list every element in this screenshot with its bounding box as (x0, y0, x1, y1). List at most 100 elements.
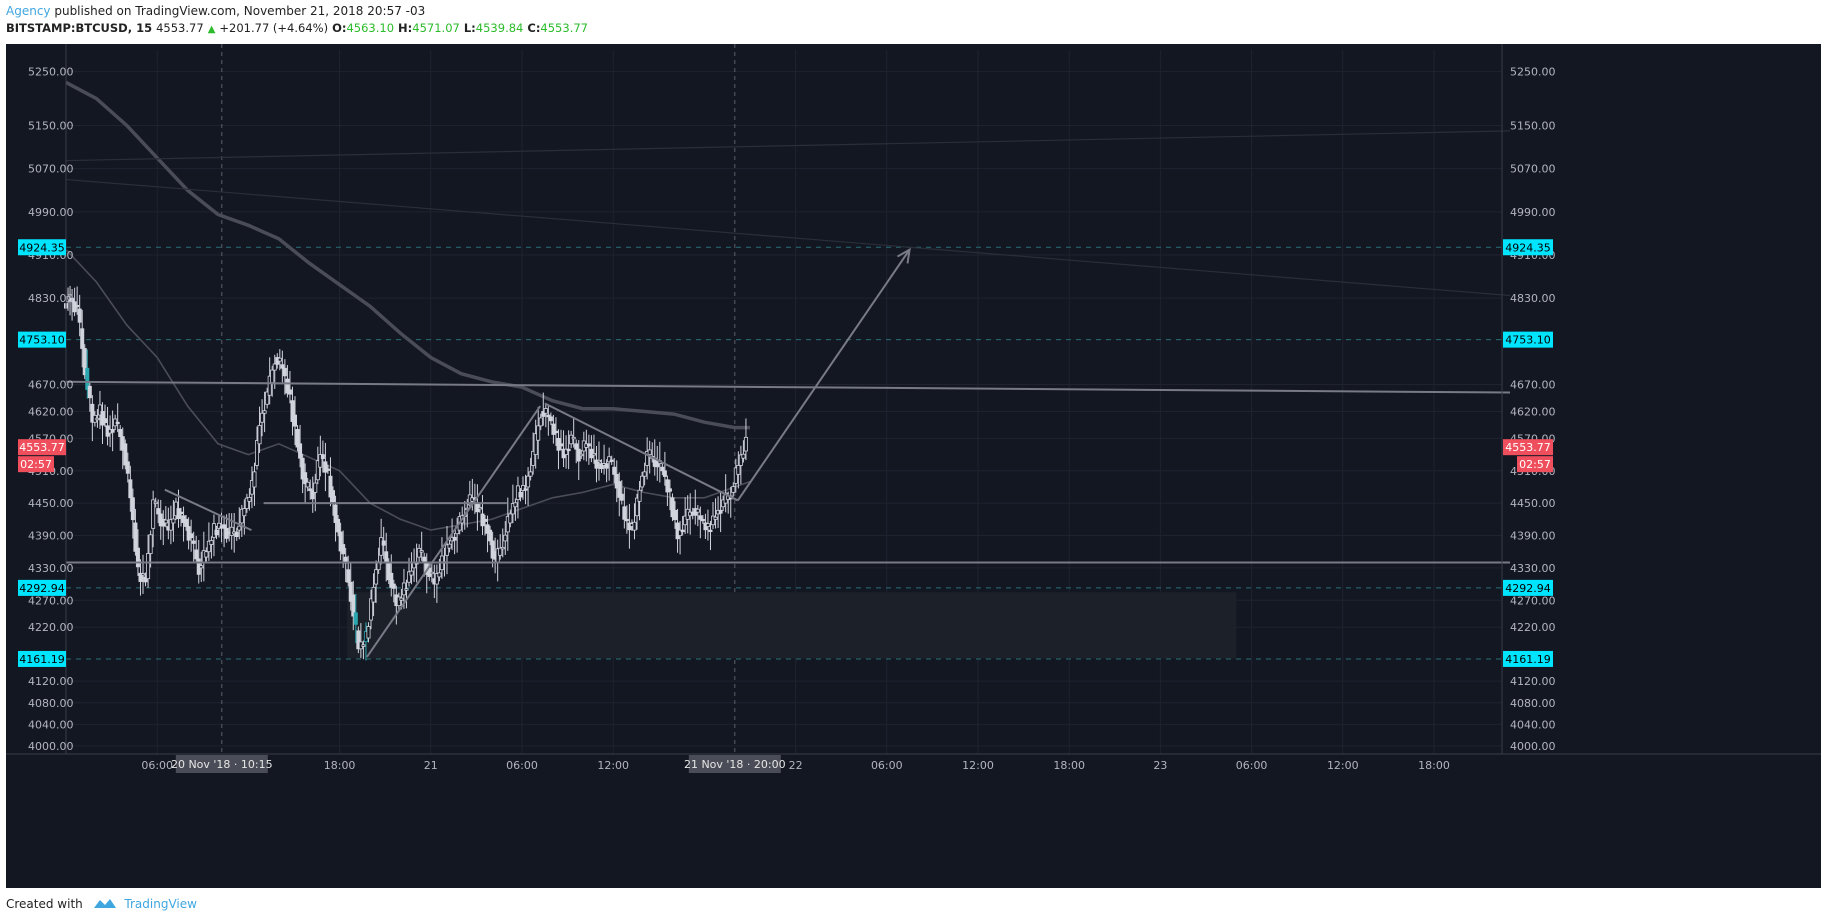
trend-line (366, 405, 542, 658)
moving-average-line (65, 249, 751, 531)
candle-body (548, 416, 553, 422)
candle-body (404, 588, 409, 591)
candle-body (153, 501, 158, 504)
candle-body (399, 597, 404, 601)
high-label: H: (398, 21, 413, 35)
candle-body (217, 522, 222, 529)
y-tick-label-right: 5250.00 (1510, 66, 1556, 79)
footer: Created with TradingView (6, 897, 197, 912)
level-label-box-left (18, 650, 66, 667)
candle-body (640, 475, 645, 488)
tradingview-logo-icon[interactable] (93, 897, 117, 912)
candle-body (333, 504, 338, 523)
time-label: 21 Nov '18 · 20:00 (684, 758, 786, 771)
candle-body (70, 297, 75, 303)
candle-body (452, 536, 457, 541)
candle-body (287, 389, 292, 395)
candle-body (229, 526, 234, 536)
candle-body (133, 522, 138, 552)
level-label-box-right (1503, 579, 1553, 596)
candle-body (607, 456, 612, 463)
candle-body (528, 471, 533, 477)
candle-body (110, 429, 115, 433)
candle-body (713, 516, 718, 520)
candle-body (632, 521, 637, 531)
published-text: published on TradingView.com, November 2… (54, 4, 426, 18)
chart-area[interactable]: 5250.00 5250.00 5150.00 5150.00 5070.00 5070.… (6, 44, 1821, 888)
candle-body (647, 449, 652, 455)
price-chart-svg[interactable]: 5250.00 5250.00 5150.00 5150.00 5070.00 5070.… (6, 44, 1821, 888)
x-tick-label: 18:00 (1418, 759, 1450, 772)
candle-body (234, 531, 239, 537)
candle-body (599, 463, 604, 470)
level-label-box-right (1503, 239, 1553, 256)
symbol-legend: BITSTAMP:BTCUSD, 15 4553.77 ▲ +201.77 (+… (6, 21, 588, 35)
candle-body (635, 497, 640, 517)
candle-body (310, 490, 315, 500)
y-tick-label-left: 4120.00 (28, 675, 74, 688)
candle-body (328, 475, 333, 498)
x-tick-label: 06:00 (871, 759, 903, 772)
candle-body (148, 534, 153, 554)
candle-body (531, 450, 536, 466)
y-tick-label-left: 4040.00 (28, 718, 74, 731)
candle-body (708, 529, 713, 533)
arrow-head-icon (896, 247, 911, 264)
y-tick-label-right: 4000.00 (1510, 740, 1556, 753)
candle-body (103, 418, 108, 423)
candle-body (336, 518, 341, 533)
candle-body (665, 479, 670, 493)
x-tick-label: 18:00 (1053, 759, 1085, 772)
last-price-text: 4553.77 (156, 21, 204, 35)
candle-body (741, 453, 746, 459)
candle-body (662, 470, 667, 477)
candle-body (673, 509, 678, 521)
candle-body (488, 529, 493, 542)
y-tick-label-right: 4080.00 (1510, 697, 1556, 710)
candle-body (389, 572, 394, 588)
level-label-box-left (18, 579, 66, 596)
y-tick-label-left: 5250.00 (28, 66, 74, 79)
time-label: 20 Nov '18 · 10:15 (171, 758, 273, 771)
candle-body (353, 612, 358, 625)
candle-body (293, 414, 298, 427)
candle-body (168, 519, 173, 531)
candle-body (538, 417, 543, 427)
y-tick-label-right: 4390.00 (1510, 530, 1556, 543)
x-tick-label: 06:00 (141, 759, 173, 772)
candle-body (305, 481, 310, 488)
candle-body (645, 450, 650, 466)
candle-body (384, 551, 389, 563)
candle-body (156, 508, 161, 515)
symbol-name: BITSTAMP:BTCUSD, 15 (6, 21, 153, 35)
candle-body (341, 544, 346, 555)
candle-body (523, 488, 528, 491)
candle-body (541, 411, 546, 417)
candle-body (295, 429, 300, 448)
candle-body (95, 417, 100, 421)
candle-body (151, 499, 156, 529)
y-tick-label-right: 4990.00 (1510, 206, 1556, 219)
candle-body (82, 348, 87, 376)
level-label-right: 4292.94 (1505, 582, 1551, 595)
candle-body (743, 436, 748, 452)
candle-body (381, 540, 386, 546)
y-tick-label-left: 4450.00 (28, 497, 74, 510)
candle-body (262, 410, 267, 414)
time-label-box (175, 755, 268, 773)
candle-body (711, 515, 716, 526)
candle-body (526, 475, 531, 488)
candle-body (551, 423, 556, 435)
candle-body (374, 569, 379, 585)
candle-body (637, 489, 642, 502)
author-link[interactable]: Agency (6, 4, 51, 18)
y-tick-label-right: 4270.00 (1510, 594, 1556, 607)
tradingview-link[interactable]: TradingView (124, 897, 197, 911)
candle-body (417, 548, 422, 558)
candle-body (255, 440, 260, 466)
candle-body (604, 463, 609, 469)
y-tick-label-right: 5150.00 (1510, 120, 1556, 133)
candle-body (700, 518, 705, 522)
y-tick-label-left: 4270.00 (28, 594, 74, 607)
candle-body (115, 421, 120, 425)
